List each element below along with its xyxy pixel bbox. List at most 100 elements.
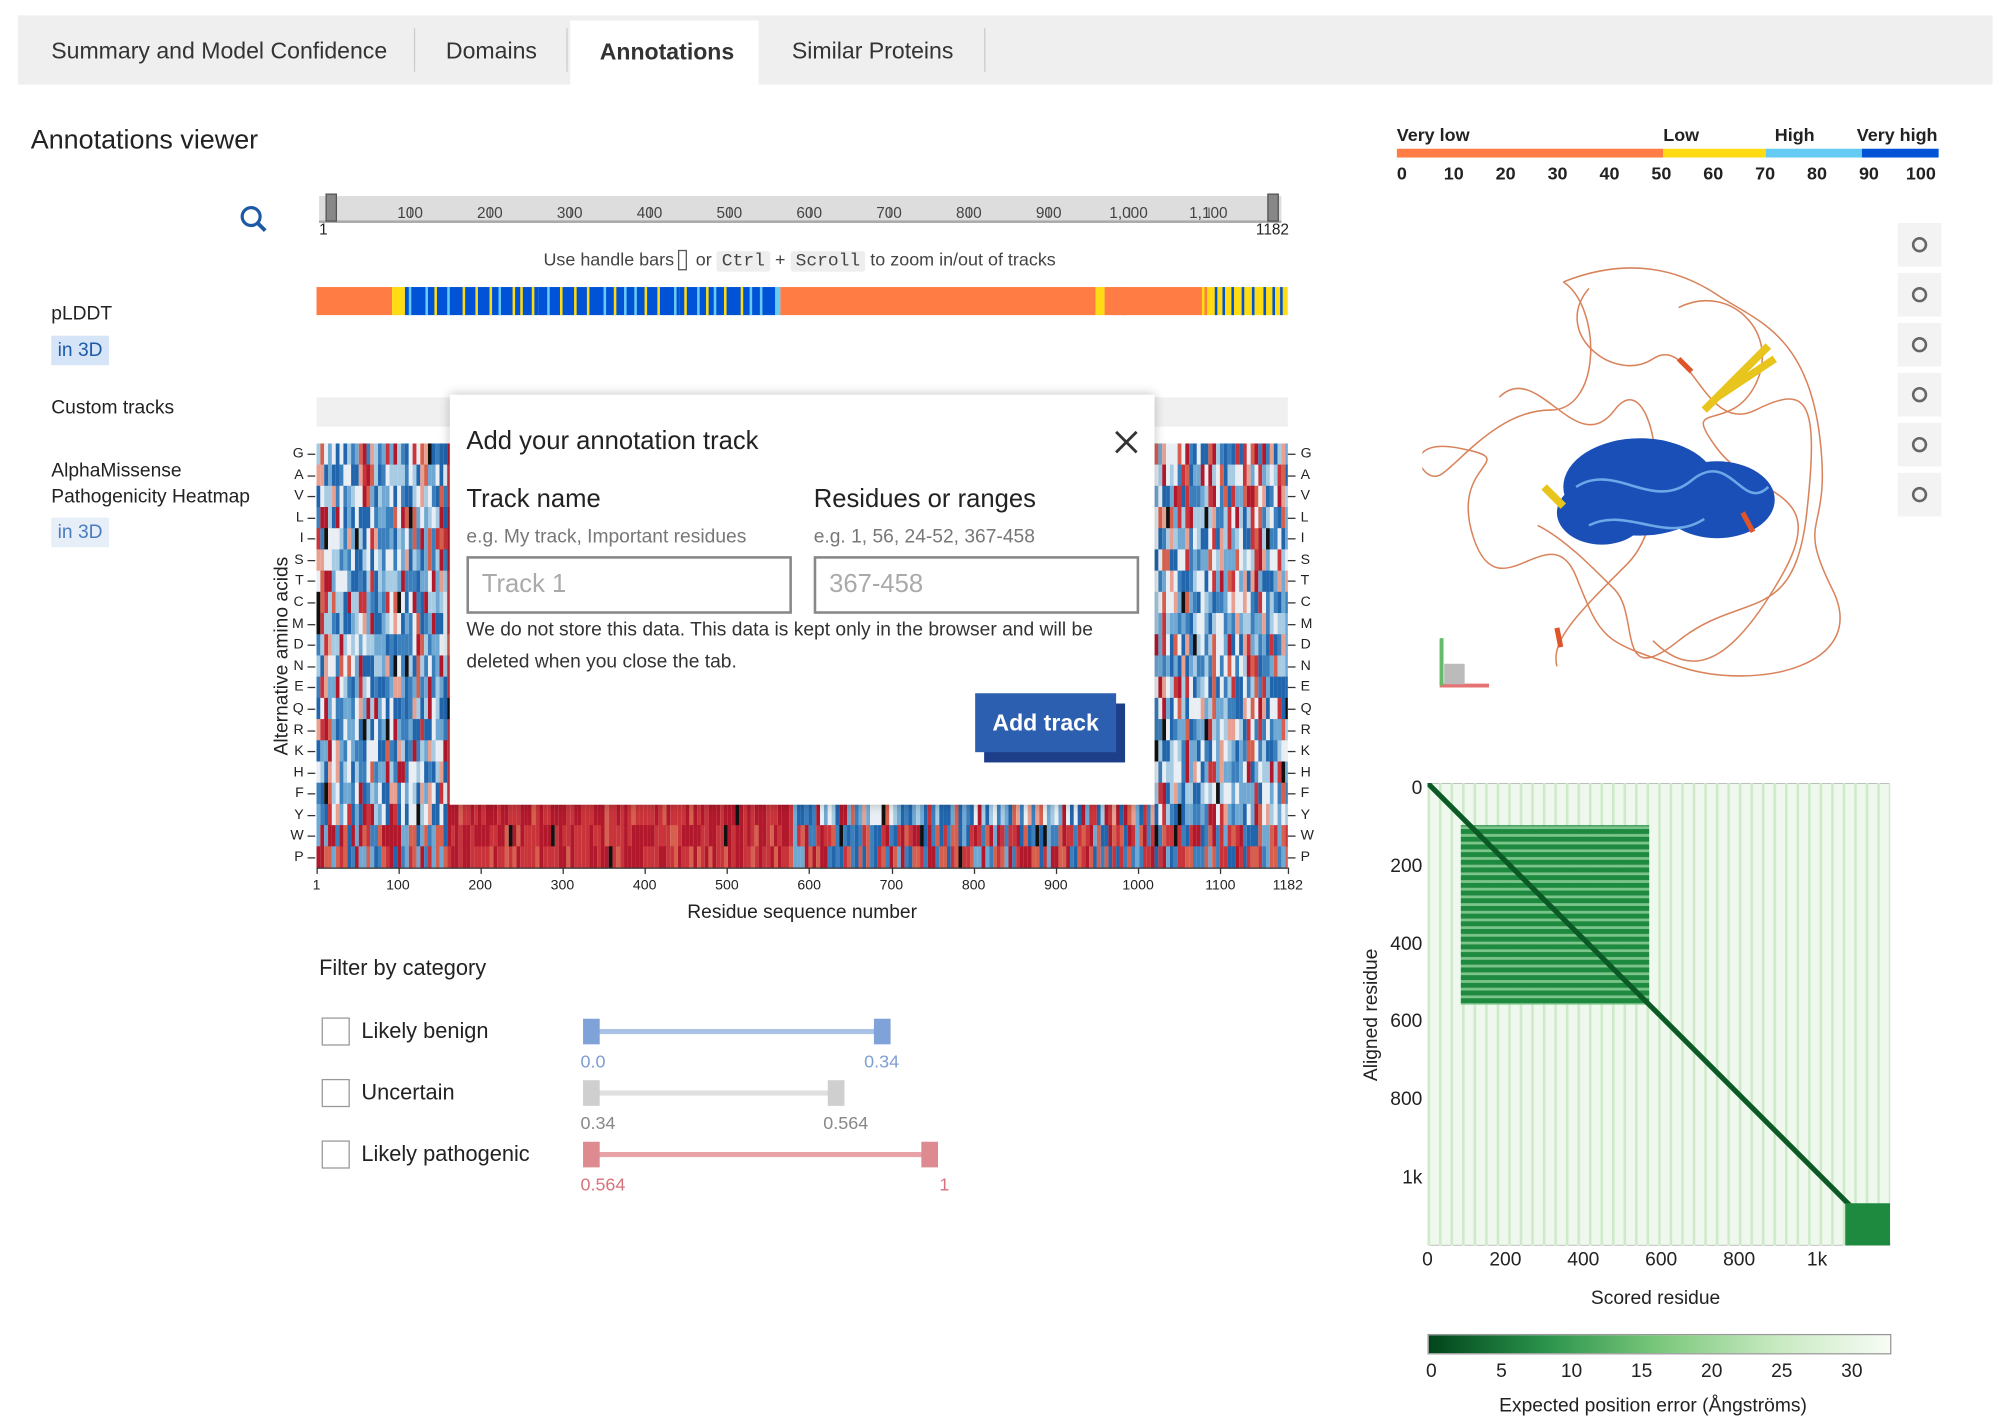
heatmap-cell [1154,740,1159,763]
plddt-stripe [520,287,523,316]
in-3d-button[interactable]: in 3D [51,335,109,366]
heatmap-cell [1250,506,1255,529]
heatmap-cell [1204,591,1209,614]
heatmap-cell [416,825,421,847]
heatmap-cell [1231,570,1236,593]
heatmap-cell [720,825,724,847]
heatmap-cell [823,846,828,868]
heatmap-cell [316,591,321,614]
heatmap-cell [962,825,967,847]
heatmap-cell [1143,825,1147,847]
heatmap-cell [1192,485,1197,508]
heatmap-cell [351,676,355,699]
heatmap-cell [1016,803,1021,826]
plddt-stripe [425,287,428,316]
heatmap-cell [393,655,398,678]
heatmap-cell [866,825,871,847]
heatmap-cell [451,803,455,826]
heatmap-cell [466,803,471,826]
heatmap-cell [1119,825,1124,847]
heatmap-cell [681,825,686,847]
heatmap-cell [412,485,417,508]
heatmap-cell [1196,506,1201,529]
heatmap-cell [362,528,367,551]
heatmap-cell [447,719,452,741]
heatmap-cell [1204,549,1209,572]
heatmap-cell [1158,761,1163,784]
heatmap-cell [1189,485,1193,508]
heatmap-cell [374,506,379,529]
heatmap-cell [1173,570,1178,593]
heatmap-cell [985,825,990,847]
heatmap-cell [1227,803,1232,826]
heatmap-cell [793,825,798,847]
heatmap-cell [758,803,763,826]
heatmap-cell [843,846,848,868]
search-icon[interactable] [238,204,269,235]
heatmap-cell [1192,464,1197,487]
heatmap-cell [374,803,379,826]
heatmap-cell [470,825,475,847]
heatmap-cell [1250,803,1255,826]
heatmap-cell [1189,846,1193,868]
heatmap-cell [1242,570,1247,593]
heatmap-cell [1254,655,1259,678]
heatmap-cell [1204,761,1209,784]
heatmap-cell [777,803,782,826]
heatmap-cell [1192,506,1197,529]
heatmap-cell [1192,655,1197,678]
heatmap-cell [935,803,940,826]
heatmap-cell [1166,655,1170,678]
heatmap-cell [1246,655,1251,678]
heatmap-cell [458,846,463,868]
heatmap-cell [996,803,1001,826]
heatmap-cell [370,782,375,805]
heatmap-cell [1131,825,1136,847]
heatmap-cell [435,803,440,826]
ruler-handle[interactable] [1267,193,1279,222]
heatmap-cell [1192,782,1197,805]
heatmap-cell [1004,846,1009,868]
heatmap-cell [904,825,909,847]
heatmap-cell [1246,549,1251,572]
heatmap-cell [370,549,375,572]
in-3d-button[interactable]: in 3D [51,517,109,548]
heatmap-cell [343,443,348,466]
heatmap-cell [324,485,329,508]
heatmap-cell [535,846,540,868]
plddt-stripe [408,287,412,316]
heatmap-cell [816,846,821,868]
heatmap-cell [1227,570,1232,593]
heatmap-cell [362,825,367,847]
heatmap-cell [381,613,386,635]
heatmap-cell [1227,634,1232,657]
heatmap-cell [385,761,390,784]
heatmap-cell [389,464,394,487]
heatmap-cell [881,825,886,847]
heatmap-cell [427,782,432,805]
heatmap-cell [320,570,325,593]
heatmap-cell [435,846,440,868]
heatmap-cell [397,528,402,551]
heatmap-cell [420,782,425,805]
heatmap-cell [439,740,444,763]
heatmap-cell [320,782,325,805]
heatmap-cell [331,697,336,720]
heatmap-cell [1219,697,1224,720]
heatmap-cell [1212,655,1217,678]
heatmap-cell [1196,803,1201,826]
heatmap-cell [424,591,428,614]
heatmap-cell [1069,846,1074,868]
heatmap-cell [1208,825,1213,847]
heatmap-cell [362,803,367,826]
navigation-ruler[interactable] [319,196,1282,223]
heatmap-cell [1254,676,1259,699]
heatmap-cell [347,655,352,678]
heatmap-cell [1219,485,1224,508]
heatmap-cell [873,803,878,826]
heatmap-cell [328,506,332,529]
ruler-handle[interactable] [325,193,338,222]
heatmap-cell [1231,676,1236,699]
heatmap-cell [431,613,436,635]
heatmap-cell [1231,613,1236,635]
